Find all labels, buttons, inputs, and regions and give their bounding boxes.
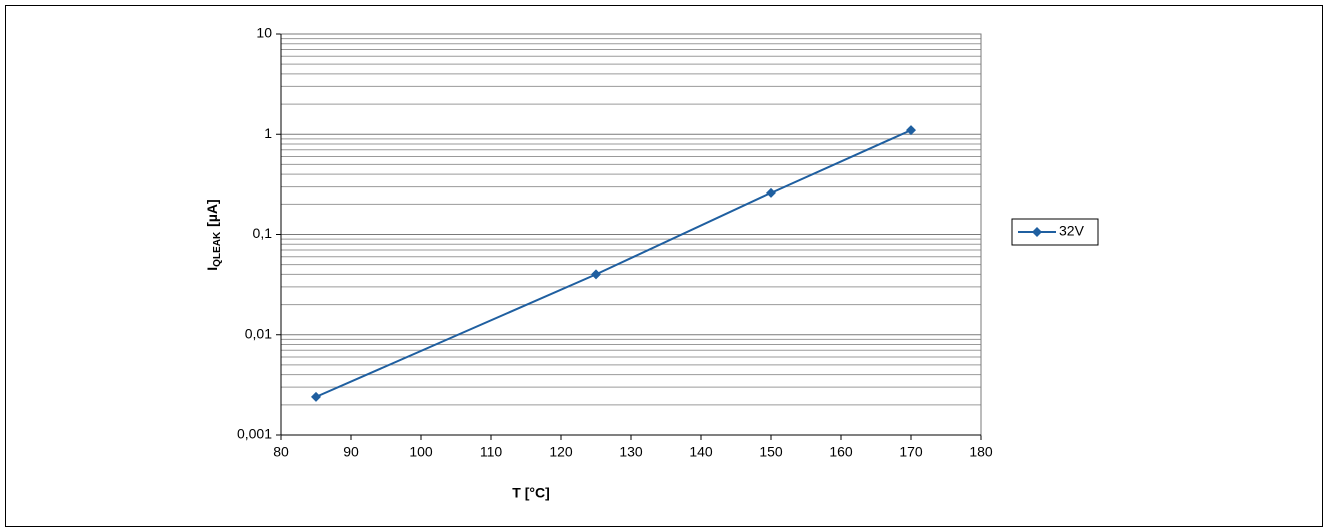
legend-marker [1032,227,1042,237]
y-tick-label: 0,1 [253,225,273,241]
x-tick-label: 150 [759,444,783,460]
x-axis-label: T [°C] [512,485,549,501]
x-tick-label: 120 [549,444,573,460]
data-point [311,391,321,402]
y-tick-label: 0,001 [237,426,272,442]
x-tick-label: 160 [829,444,853,460]
legend-label: 32V [1059,223,1085,239]
x-tick-label: 170 [899,444,923,460]
y-label-main: I [204,267,220,271]
y-axis-label: IQLEAK [µA] [204,199,223,270]
y-label-unit: [µA] [204,199,220,227]
y-label-sub: QLEAK [212,231,223,267]
x-tick-label: 130 [619,444,643,460]
y-tick-label: 1 [264,125,272,141]
x-tick-label: 100 [409,444,433,460]
data-point [591,269,601,280]
y-tick-label: 0,01 [245,325,272,341]
x-tick-label: 140 [689,444,713,460]
data-point [906,125,916,136]
x-tick-label: 110 [480,444,503,460]
x-tick-label: 80 [273,444,289,460]
y-tick-label: 10 [256,25,272,41]
series-line [315,129,912,398]
x-tick-label: 180 [969,444,993,460]
chart-frame [5,5,1323,527]
data-point [766,187,776,198]
x-tick-label: 90 [343,444,359,460]
